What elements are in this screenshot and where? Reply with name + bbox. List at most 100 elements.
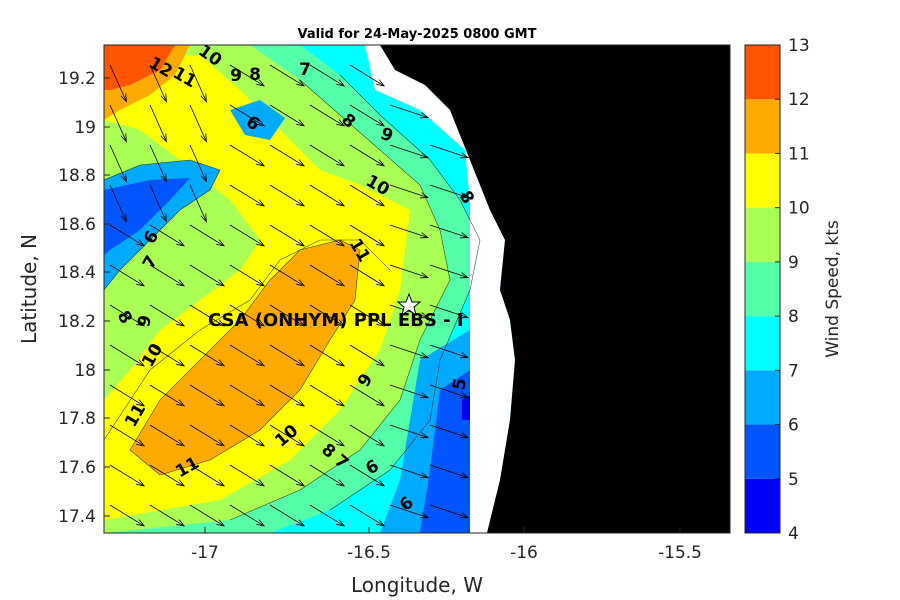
wind-arrow-head (376, 519, 386, 527)
colorbar-segment (745, 478, 780, 533)
wind-arrow (349, 424, 385, 447)
wind-arrow-head (136, 439, 146, 447)
wind-arrow (309, 504, 345, 527)
wind-arrow-head (459, 152, 470, 159)
wind-arrow (389, 144, 429, 158)
wind-arrow-head (296, 359, 306, 367)
wind-arrow (349, 184, 385, 207)
wind-arrow (149, 264, 185, 287)
colorbar-tick-label: 13 (788, 36, 810, 56)
wind-arrow (269, 464, 305, 487)
wind-arrow-head (419, 272, 430, 279)
wind-arrow (389, 184, 429, 198)
wind-arrow (269, 264, 305, 287)
wind-arrow-head (120, 173, 127, 183)
wind-arrow-head (200, 93, 207, 103)
wind-arrow (269, 344, 305, 367)
wind-arrow-head (176, 319, 186, 327)
wind-arrow (429, 464, 469, 478)
wind-arrow-head (336, 199, 346, 207)
wind-arrow-head (459, 472, 470, 479)
wind-arrow-head (136, 239, 146, 247)
wind-arrow-head (336, 239, 346, 247)
wind-arrow (349, 104, 385, 127)
x-tick-label: -17 (191, 543, 219, 563)
star-marker-icon (396, 292, 422, 317)
wind-arrow (269, 64, 305, 87)
wind-arrow-head (296, 79, 306, 87)
wind-arrow (229, 504, 265, 527)
colorbar-tick-label: 9 (788, 253, 799, 273)
colorbar-tick-label: 6 (788, 416, 799, 436)
wind-arrow-head (120, 133, 127, 143)
wind-arrow (429, 144, 469, 158)
colorbar-segment (745, 370, 780, 425)
wind-arrow-head (176, 519, 186, 527)
wind-arrow (309, 384, 345, 407)
wind-arrow (229, 424, 265, 447)
wind-arrow (109, 264, 145, 287)
contour-label: 5 (449, 377, 471, 392)
wind-arrow (349, 64, 385, 87)
colorbar-tick-label: 10 (788, 199, 810, 219)
wind-arrow-head (336, 359, 346, 367)
wind-arrow-head (256, 279, 266, 287)
wind-arrow-head (376, 359, 386, 367)
wind-arrow-head (256, 399, 266, 407)
wind-arrow (149, 464, 185, 487)
wind-arrow (429, 384, 469, 398)
wind-arrow (389, 384, 429, 398)
wind-arrow-head (216, 239, 226, 247)
colorbar-tick-label: 7 (788, 361, 799, 381)
wind-arrow-head (376, 199, 386, 207)
wind-arrow (149, 424, 185, 447)
y-tick-label: 18.6 (58, 215, 96, 235)
wind-arrow-head (256, 479, 266, 487)
wind-arrow-head (296, 119, 306, 127)
colorbar-tick-label: 11 (788, 144, 810, 164)
wind-arrow-head (419, 152, 430, 159)
wind-arrow (269, 184, 305, 207)
wind-arrow (229, 264, 265, 287)
wind-arrow (189, 304, 225, 327)
wind-arrow-head (376, 239, 386, 247)
wind-arrow-head (160, 213, 167, 223)
wind-arrow-head (419, 352, 430, 359)
wind-arrow (109, 184, 127, 222)
colorbar-tick-label: 8 (788, 307, 799, 327)
wind-arrow-head (200, 173, 207, 183)
colorbar-frame (744, 44, 781, 534)
wind-arrow-head (419, 232, 430, 239)
wind-arrow (109, 104, 127, 142)
contour-label: 9 (134, 314, 156, 329)
wind-arrow-head (336, 479, 346, 487)
wind-arrow (309, 184, 345, 207)
wind-arrow-head (296, 479, 306, 487)
wind-arrow (229, 184, 265, 207)
y-tick-label: 18.8 (58, 166, 96, 186)
wind-arrow-head (459, 312, 470, 319)
wind-arrow-head (296, 199, 306, 207)
wind-arrow (229, 144, 265, 167)
wind-arrow (309, 464, 345, 487)
wind-arrow-head (176, 359, 186, 367)
wind-arrow (349, 144, 385, 167)
wind-arrow-head (200, 133, 207, 143)
wind-arrow-head (256, 239, 266, 247)
wind-arrow-head (296, 439, 306, 447)
wind-band-4-5 (462, 395, 470, 420)
wind-arrow-head (160, 93, 167, 103)
wind-arrow (229, 224, 265, 247)
wind-arrow-head (419, 512, 430, 519)
wind-arrow-head (176, 479, 186, 487)
y-tick-label: 18.4 (58, 263, 96, 283)
x-axis-label: Longitude, W (351, 573, 483, 597)
wind-arrow-head (376, 159, 386, 167)
no-data-coastal-strip (365, 45, 515, 533)
colorbar-segment (745, 99, 780, 154)
wind-arrow-head (376, 319, 386, 327)
wind-arrow-head (336, 519, 346, 527)
wind-arrow-head (336, 159, 346, 167)
wind-arrow (109, 144, 127, 182)
wind-arrow-head (336, 279, 346, 287)
